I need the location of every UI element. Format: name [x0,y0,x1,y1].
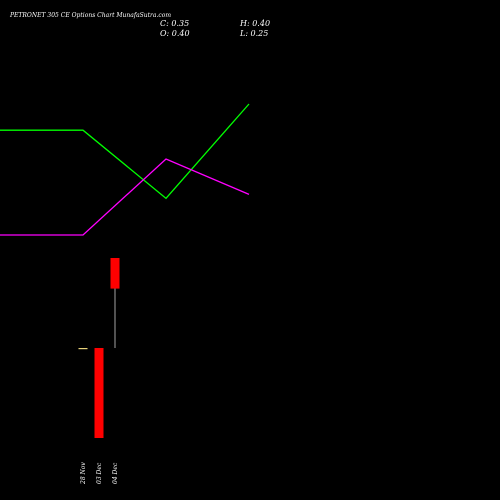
close-label: C: 0.35 [160,19,189,28]
open-label: O: 0.40 [160,29,190,38]
low-label: L: 0.25 [239,29,268,38]
indicator-line-1 [0,103,250,200]
x-tick-label: 04 Dec [112,462,119,484]
x-tick-label: 28 Nov [80,462,87,485]
candle-body [78,348,88,350]
indicator-line-2 [0,158,250,236]
candle [94,348,104,438]
candles [78,258,120,438]
chart-title: PETRONET 305 CE Options Chart MunafaSutr… [9,12,171,19]
candle [110,258,120,348]
x-tick-label: 03 Dec [96,462,103,484]
high-label: H: 0.40 [239,19,270,28]
candle-body [110,258,120,289]
candle-body [94,348,104,438]
candle [78,348,88,350]
x-axis-labels: 28 Nov 03 Dec 04 Dec [80,462,119,485]
indicator-lines [0,103,250,236]
